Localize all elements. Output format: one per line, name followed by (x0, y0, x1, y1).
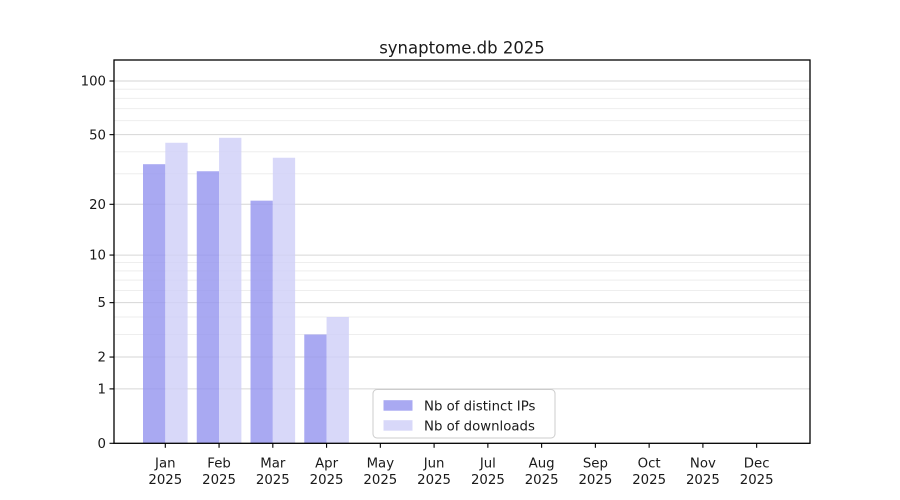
x-tick-label: Jun 2025 (417, 457, 451, 489)
y-tick-label: 5 (98, 296, 106, 311)
x-tick-month: Jan (154, 457, 176, 472)
bar-ips-apr (304, 334, 327, 444)
x-tick-label: Jan 2025 (148, 457, 182, 489)
y-tick-label: 2 (98, 351, 106, 366)
x-tick-year: 2025 (525, 473, 559, 488)
bar-downloads-jan (165, 142, 188, 444)
x-tick-label: May 2025 (363, 457, 397, 489)
bar-downloads-feb (219, 137, 242, 444)
x-tick-label: Sep 2025 (578, 457, 612, 489)
x-tick-label: Dec 2025 (740, 457, 774, 489)
y-tick-label: 0 (98, 437, 106, 452)
x-tick-label: Aug 2025 (525, 457, 559, 489)
x-tick-year: 2025 (471, 473, 505, 488)
x-tick-year: 2025 (686, 473, 720, 488)
bar-downloads-apr (326, 316, 349, 444)
legend-box (372, 389, 556, 439)
x-tick-label: Jul 2025 (471, 457, 505, 489)
x-tick-year: 2025 (740, 473, 774, 488)
x-tick-month: Oct (638, 457, 661, 472)
x-tick-year: 2025 (632, 473, 666, 488)
bar-ips-jan (143, 164, 166, 444)
x-tick-label: Oct 2025 (632, 457, 666, 489)
bar-ips-feb (196, 171, 220, 444)
y-tick-label: 20 (89, 198, 106, 213)
x-tick-label: Feb 2025 (202, 457, 236, 489)
legend-swatch (383, 400, 413, 411)
x-tick-label: Nov 2025 (686, 457, 720, 489)
plot-border (113, 59, 811, 444)
y-tick-label: 100 (81, 75, 106, 90)
x-tick-month: Nov (690, 457, 716, 472)
y-tick-label: 10 (89, 249, 106, 264)
x-tick-label: Mar 2025 (256, 457, 290, 489)
x-tick-year: 2025 (578, 473, 612, 488)
x-tick-label: Apr 2025 (310, 457, 344, 489)
legend-label: Nb of distinct IPs (424, 400, 536, 415)
x-tick-month: Aug (529, 457, 555, 472)
x-tick-year: 2025 (310, 473, 344, 488)
y-tick-label: 1 (98, 382, 106, 397)
x-tick-year: 2025 (148, 473, 182, 488)
x-tick-month: May (367, 457, 395, 472)
bar-ips-mar (250, 200, 273, 444)
y-tick-label: 50 (89, 128, 106, 143)
x-tick-month: Jul (479, 457, 496, 472)
chart-title: synaptome.db 2025 (379, 39, 545, 58)
x-tick-year: 2025 (417, 473, 451, 488)
x-tick-month: Feb (207, 457, 231, 472)
x-tick-month: Jun (423, 457, 445, 472)
x-tick-month: Dec (744, 457, 770, 472)
x-tick-year: 2025 (363, 473, 397, 488)
x-tick-month: Apr (315, 457, 339, 472)
legend-label: Nb of downloads (424, 420, 535, 435)
legend-swatch (383, 420, 413, 431)
x-tick-year: 2025 (202, 473, 236, 488)
bar-layer (143, 137, 349, 444)
bar-downloads-mar (272, 157, 296, 444)
legend: Nb of distinct IPs Nb of downloads (372, 389, 556, 439)
x-tick-month: Mar (260, 457, 286, 472)
x-tick-month: Sep (583, 457, 608, 472)
x-tick-year: 2025 (256, 473, 290, 488)
